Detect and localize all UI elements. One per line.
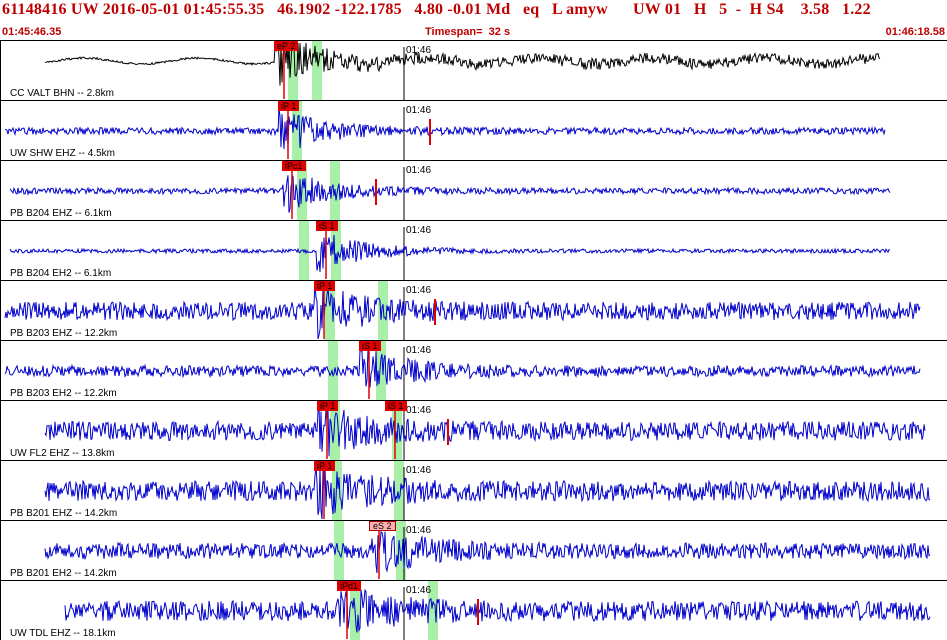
waveform-trace bbox=[9, 234, 890, 273]
phase-window bbox=[288, 41, 298, 100]
time-mark-label: 01:46 bbox=[406, 405, 432, 416]
time-mark-label: 01:46 bbox=[406, 105, 432, 116]
time-mark-label: 01:46 bbox=[406, 45, 432, 56]
time-mark-label: 01:46 bbox=[406, 225, 432, 236]
phase-window bbox=[392, 401, 402, 460]
phase-pick-label[interactable]: iS 1 bbox=[359, 341, 381, 351]
waveform-trace bbox=[4, 283, 921, 340]
phase-window bbox=[332, 461, 342, 520]
trace-plot bbox=[4, 341, 921, 400]
waveform-trace bbox=[44, 465, 931, 520]
phase-window bbox=[328, 341, 338, 400]
trace-panel[interactable]: 01:46 iP 1 UW SHW EHZ -- 4.5km bbox=[0, 100, 947, 160]
station-label: CC VALT BHN -- 2.8km bbox=[10, 88, 114, 99]
trace-plot bbox=[4, 281, 921, 340]
waveform-trace bbox=[9, 175, 891, 213]
trace-plot bbox=[4, 101, 886, 160]
trace-plot bbox=[9, 221, 890, 280]
phase-pick-label[interactable]: eS 2 bbox=[369, 521, 396, 531]
phase-window bbox=[292, 101, 302, 160]
time-mark-label: 01:46 bbox=[406, 345, 432, 356]
event-summary: 61148416 UW 2016-05-01 01:45:55.35 46.19… bbox=[2, 1, 871, 18]
trace-panel[interactable]: 01:46 eS 2 PB B201 EH2 -- 14.2km bbox=[0, 520, 947, 580]
phase-pick-label[interactable]: eP 2 bbox=[274, 41, 299, 51]
trace-panel[interactable]: 01:46 iP 1 PB B201 EHZ -- 14.2km bbox=[0, 460, 947, 520]
trace-panel[interactable]: 01:46 eP 2 CC VALT BHN -- 2.8km bbox=[0, 40, 947, 100]
trace-panel[interactable]: 01:46 iS 1 PB B204 EH2 -- 6.1km bbox=[0, 220, 947, 280]
phase-window bbox=[331, 221, 341, 280]
phase-window bbox=[376, 341, 386, 400]
station-label: PB B203 EHZ -- 12.2km bbox=[10, 328, 118, 339]
phase-window bbox=[334, 521, 344, 580]
trace-panel[interactable]: 01:46 iS 1 PB B203 EH2 -- 12.2km bbox=[0, 340, 947, 400]
trace-plot bbox=[44, 521, 931, 580]
seismogram-panel[interactable]: 01:46 eP 2 CC VALT BHN -- 2.8km 01:46 iP 1 UW… bbox=[0, 40, 947, 640]
trace-panel[interactable]: 01:46 iPc1 PB B204 EHZ -- 6.1km bbox=[0, 160, 947, 220]
station-label: UW FL2 EHZ -- 13.8km bbox=[10, 448, 115, 459]
phase-pick-label[interactable]: iP 1 bbox=[314, 461, 336, 471]
station-label: PB B201 EH2 -- 14.2km bbox=[10, 568, 117, 579]
trace-plot bbox=[9, 161, 891, 220]
trace-panel[interactable]: 01:46 iP 1 PB B203 EHZ -- 12.2km bbox=[0, 280, 947, 340]
trace-plot bbox=[44, 41, 881, 100]
trace-panel[interactable]: 01:46 iPd1 UW TDL EHZ -- 18.1km bbox=[0, 580, 947, 640]
phase-pick-label[interactable]: iP 1 bbox=[278, 101, 300, 111]
station-label: PB B203 EH2 -- 12.2km bbox=[10, 388, 117, 399]
start-time: 01:45:46.35 bbox=[2, 26, 62, 38]
waveform-trace bbox=[4, 348, 921, 388]
waveform-trace bbox=[44, 42, 881, 86]
station-label: PB B204 EHZ -- 6.1km bbox=[10, 208, 112, 219]
phase-window bbox=[428, 581, 438, 640]
phase-pick-label[interactable]: iP 1 bbox=[317, 401, 339, 411]
time-mark-label: 01:46 bbox=[406, 285, 432, 296]
end-time: 01:46:18.58 bbox=[885, 26, 945, 38]
station-label: PB B201 EHZ -- 14.2km bbox=[10, 508, 118, 519]
waveform-trace bbox=[64, 588, 931, 633]
station-label: UW SHW EHZ -- 4.5km bbox=[10, 148, 115, 159]
time-mark-label: 01:46 bbox=[406, 585, 432, 596]
waveform-trace bbox=[44, 530, 931, 574]
phase-pick-label[interactable]: iPd1 bbox=[337, 581, 362, 591]
timespan-label: Timespan= 32 s bbox=[425, 26, 511, 38]
waveform-trace bbox=[44, 402, 926, 457]
phase-window bbox=[312, 41, 322, 100]
phase-pick-label[interactable]: iP 1 bbox=[314, 281, 336, 291]
station-label: UW TDL EHZ -- 18.1km bbox=[10, 628, 116, 639]
time-mark-label: 01:46 bbox=[406, 465, 432, 476]
trace-plot bbox=[44, 401, 926, 460]
phase-window bbox=[299, 221, 309, 280]
station-label: PB B204 EH2 -- 6.1km bbox=[10, 268, 112, 279]
phase-window bbox=[394, 461, 404, 520]
trace-plot bbox=[44, 461, 931, 520]
phase-pick-label[interactable]: iS 1 bbox=[385, 401, 407, 411]
phase-pick-label[interactable]: iS 1 bbox=[316, 221, 338, 231]
phase-window bbox=[396, 521, 406, 580]
phase-window bbox=[330, 401, 340, 460]
phase-pick-label[interactable]: iPc1 bbox=[282, 161, 306, 171]
waveform-trace bbox=[4, 106, 886, 149]
trace-panel[interactable]: 01:46 iP 1 iS 1 UW FL2 EHZ -- 13.8km bbox=[0, 400, 947, 460]
header-bar: 61148416 UW 2016-05-01 01:45:55.35 46.19… bbox=[0, 0, 947, 40]
time-mark-label: 01:46 bbox=[406, 525, 432, 536]
trace-plot bbox=[64, 581, 931, 640]
phase-window bbox=[325, 281, 335, 340]
time-mark-label: 01:46 bbox=[406, 165, 432, 176]
